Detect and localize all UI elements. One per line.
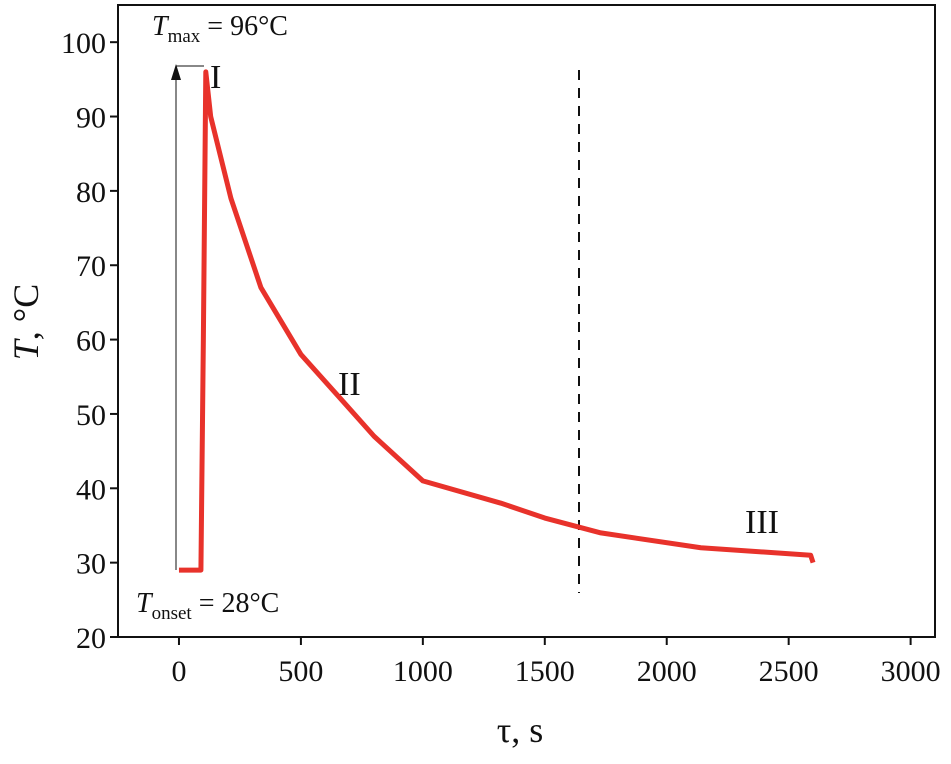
stage-label: II xyxy=(338,366,361,403)
arrow-head xyxy=(171,64,181,80)
tonset-sub: onset xyxy=(152,603,193,624)
y-tick-label: 90 xyxy=(76,102,106,135)
y-tick-label: 100 xyxy=(61,27,106,60)
stage-label: I xyxy=(210,59,221,96)
y-tick-label: 20 xyxy=(76,622,106,655)
tonset-label: Tonset = 28°C xyxy=(136,588,279,624)
x-tick-label: 0 xyxy=(171,655,186,688)
x-tick-label: 1500 xyxy=(515,655,575,688)
y-tick-label: 50 xyxy=(76,399,106,432)
y-tick-label: 60 xyxy=(76,325,106,358)
x-tick-label: 1000 xyxy=(393,655,453,688)
tonset-text: = 28°C xyxy=(192,588,280,619)
y-axis-label: T, °C xyxy=(6,284,46,360)
x-tick-label: 3000 xyxy=(881,655,941,688)
tmax-sub: max xyxy=(168,26,201,47)
y-tick-label: 30 xyxy=(76,548,106,581)
x-tick-label: 500 xyxy=(278,655,323,688)
plot-frame xyxy=(117,4,936,638)
y-tick-label: 80 xyxy=(76,176,106,209)
tmax-label: Tmax = 96°C xyxy=(152,11,288,47)
stage-label: III xyxy=(745,504,779,541)
x-label-symbol: τ xyxy=(497,710,511,750)
x-axis-label: τ, s xyxy=(497,710,543,750)
x-label-unit: , s xyxy=(511,710,543,750)
y-label-symbol: T xyxy=(6,337,46,360)
tonset-symbol: T xyxy=(136,588,154,619)
x-tick-label: 2000 xyxy=(637,655,697,688)
y-tick-label: 70 xyxy=(76,250,106,283)
x-tick-label: 2500 xyxy=(759,655,819,688)
tmax-symbol: T xyxy=(152,11,170,42)
y-label-unit: , °C xyxy=(6,284,46,340)
y-tick-label: 40 xyxy=(76,473,106,506)
data-line xyxy=(178,69,816,573)
tmax-text: = 96°C xyxy=(200,11,288,42)
